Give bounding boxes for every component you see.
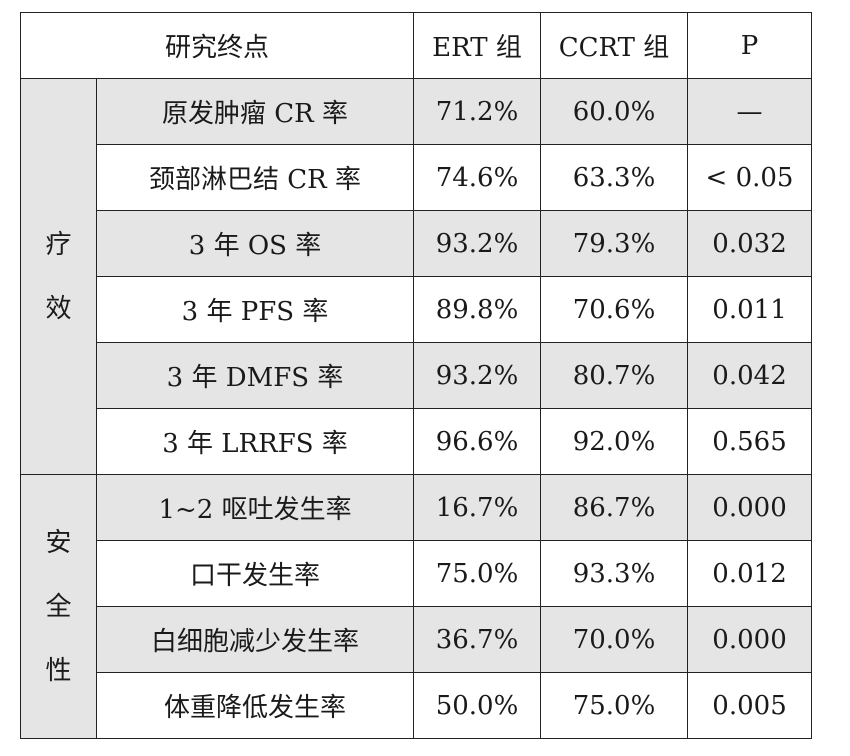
p-value-cell: 0.012 [687, 540, 813, 607]
group-label-safety: 安 全 性 [20, 474, 97, 739]
header-ccrt: CCRT 组 [540, 12, 689, 79]
group-label-efficacy: 疗 效 [20, 78, 97, 475]
table-row: 疗 效 原发肿瘤 CR 率 71.2% 60.0% — [20, 78, 813, 475]
group-label-char: 全 [45, 591, 72, 622]
table-row: 3 年 DMFS 率 93.2% 80.7% 0.042 [20, 342, 813, 409]
ert-cell: 16.7% [413, 474, 542, 541]
table-row: 3 年 LRRFS 率 96.6% 92.0% 0.565 [21, 408, 813, 475]
endpoint-cell: 3 年 OS 率 [95, 210, 415, 277]
endpoint-cell: 体重降低发生率 [95, 672, 415, 739]
ert-cell: 36.7% [413, 606, 542, 673]
endpoint-cell: 1~2 呕吐发生率 [95, 474, 415, 541]
results-table: 研究终点 ERT 组 CCRT 组 P 疗 效 原发肿瘤 CR 率 71.2% … [19, 12, 813, 739]
ert-cell: 96.6% [413, 408, 542, 475]
table-row: 白细胞减少发生率 36.7% 70.0% 0.000 [20, 606, 813, 673]
table-row: 3 年 PFS 率 89.8% 70.6% 0.011 [21, 276, 813, 343]
table-row: 安 全 性 1~2 呕吐发生率 16.7% 86.7% 0.000 [20, 474, 813, 739]
ccrt-cell: 60.0% [540, 78, 689, 145]
endpoint-cell: 白细胞减少发生率 [95, 606, 415, 673]
ccrt-cell: 70.6% [540, 276, 689, 343]
ert-cell: 89.8% [413, 276, 542, 343]
endpoint-cell: 口干发生率 [95, 540, 415, 607]
p-value-cell: 0.565 [687, 408, 813, 475]
ccrt-cell: 92.0% [540, 408, 689, 475]
ccrt-cell: 70.0% [540, 606, 689, 673]
header-ert: ERT 组 [413, 12, 542, 79]
p-value-cell: 0.032 [687, 210, 813, 277]
table-row: 体重降低发生率 50.0% 75.0% 0.005 [21, 672, 813, 739]
ert-cell: 93.2% [413, 210, 542, 277]
p-value-cell: 0.000 [687, 606, 813, 673]
table-row: 口干发生率 75.0% 93.3% 0.012 [21, 540, 813, 607]
ert-cell: 75.0% [413, 540, 542, 607]
ccrt-cell: 86.7% [540, 474, 689, 541]
endpoint-cell: 原发肿瘤 CR 率 [95, 78, 415, 145]
ccrt-cell: 75.0% [540, 672, 689, 739]
endpoint-cell: 3 年 DMFS 率 [95, 342, 415, 409]
ert-cell: 74.6% [413, 144, 542, 211]
table-row: 颈部淋巴结 CR 率 74.6% 63.3% < 0.05 [21, 144, 813, 211]
ccrt-cell: 80.7% [540, 342, 689, 409]
header-endpoint: 研究终点 [19, 12, 415, 79]
group-label-char: 效 [45, 293, 72, 324]
header-row: 研究终点 ERT 组 CCRT 组 P [19, 12, 813, 79]
table-row: 3 年 OS 率 93.2% 79.3% 0.032 [20, 210, 813, 277]
endpoint-cell: 颈部淋巴结 CR 率 [95, 144, 415, 211]
p-value-cell: 0.011 [687, 276, 813, 343]
ert-cell: 71.2% [413, 78, 542, 145]
p-value-cell: < 0.05 [687, 144, 813, 211]
group-label-char: 疗 [45, 229, 72, 260]
endpoint-cell: 3 年 LRRFS 率 [95, 408, 415, 475]
p-value-cell: — [687, 78, 813, 145]
ert-cell: 93.2% [413, 342, 542, 409]
ert-cell: 50.0% [413, 672, 542, 739]
p-value-cell: 0.005 [687, 672, 813, 739]
endpoint-cell: 3 年 PFS 率 [95, 276, 415, 343]
group-label-char: 性 [45, 655, 72, 686]
p-value-cell: 0.042 [687, 342, 813, 409]
p-value-cell: 0.000 [687, 474, 813, 541]
ccrt-cell: 93.3% [540, 540, 689, 607]
header-p-value: P [687, 12, 813, 79]
ccrt-cell: 63.3% [540, 144, 689, 211]
ccrt-cell: 79.3% [540, 210, 689, 277]
group-label-char: 安 [45, 527, 72, 558]
